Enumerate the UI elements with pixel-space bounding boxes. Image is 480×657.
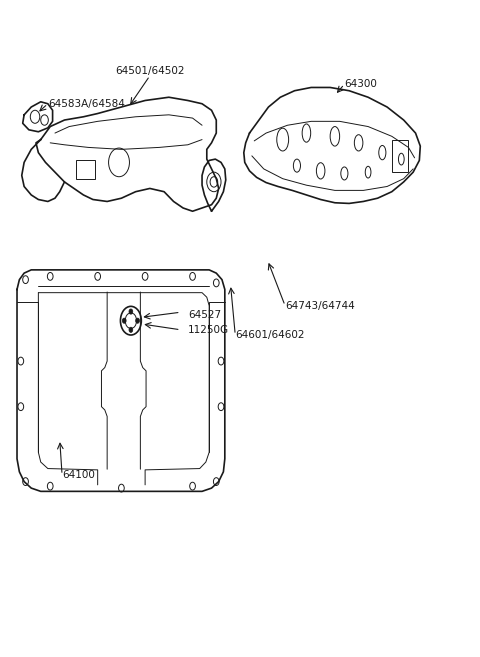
Text: 64501/64502: 64501/64502 [115,66,185,76]
Text: 11250G: 11250G [188,325,229,335]
Text: 64601/64602: 64601/64602 [235,330,305,340]
Text: 64300: 64300 [344,79,377,89]
Circle shape [122,318,126,323]
Text: 64527: 64527 [188,311,221,321]
Text: 64583A/64584: 64583A/64584 [48,99,125,109]
Circle shape [129,309,133,314]
Text: 64100: 64100 [62,470,95,480]
Text: 64743/64744: 64743/64744 [285,301,355,311]
Circle shape [129,327,133,332]
Circle shape [136,318,139,323]
